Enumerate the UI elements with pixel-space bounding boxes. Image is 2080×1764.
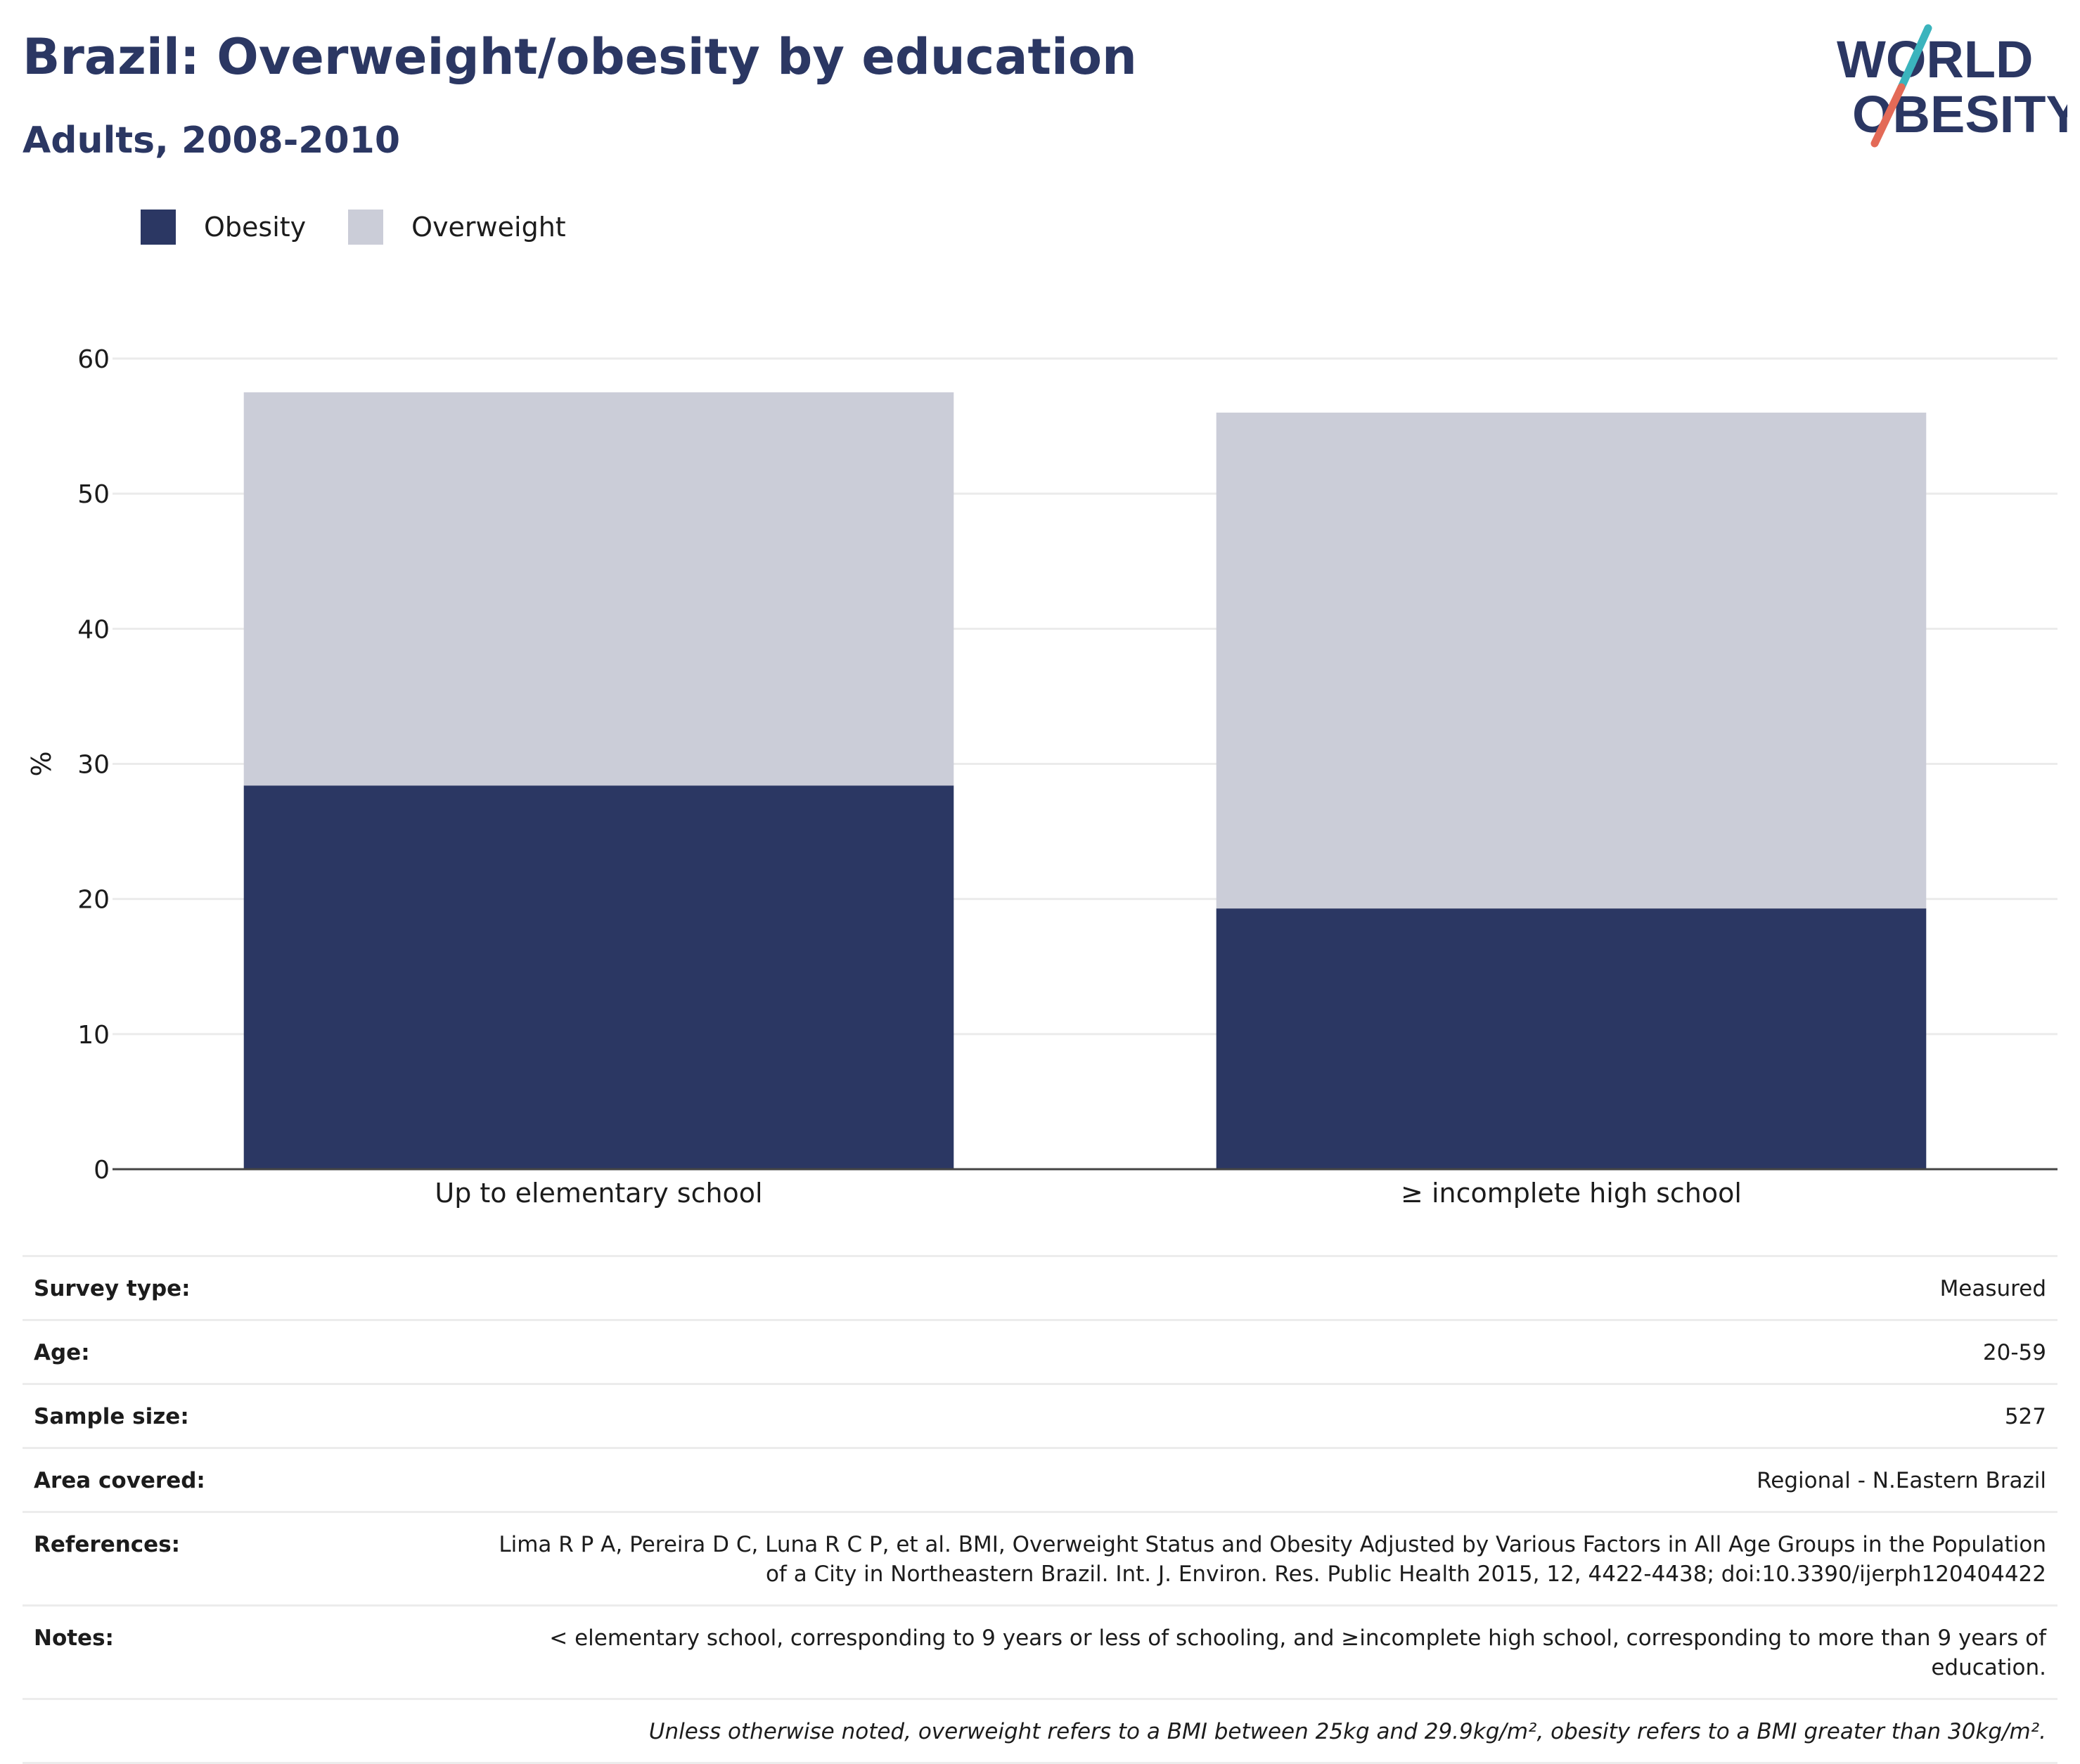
chart-title: Brazil: Overweight/obesity by education <box>23 28 1137 86</box>
world-obesity-logo: WORLD OBESITY <box>1837 24 2067 148</box>
logo-slash-coral <box>1870 83 1906 148</box>
detail-row: Sample size: 527 <box>23 1383 2057 1448</box>
logo-word-world: WORLD <box>1837 30 2034 89</box>
detail-label: References: <box>23 1511 467 1606</box>
detail-value: Regional - N.Eastern Brazil <box>467 1447 2057 1512</box>
detail-label: Notes: <box>23 1604 467 1699</box>
x-tick-label: ≥ incomplete high school <box>1401 1178 1742 1209</box>
survey-details-table: Survey type: Measured Age: 20-59 Sample size… <box>23 1255 2057 1764</box>
y-axis-title: % <box>26 751 57 776</box>
y-tick-label: 0 <box>94 1156 110 1185</box>
y-tick-label: 10 <box>77 1021 110 1050</box>
bar-obesity <box>1216 908 1927 1169</box>
legend-label-overweight: Overweight <box>411 212 566 243</box>
legend-item-obesity[interactable]: Obesity <box>141 210 306 245</box>
bar-obesity <box>243 785 954 1169</box>
detail-label: Area covered: <box>23 1447 467 1512</box>
y-tick-label: 30 <box>77 751 110 780</box>
legend-item-overweight[interactable]: Overweight <box>348 210 566 245</box>
detail-row: References: Lima R P A, Pereira D C, Luna… <box>23 1511 2057 1606</box>
y-tick-label: 40 <box>77 615 110 644</box>
detail-row: Area covered: Regional - N.Eastern Brazil <box>23 1447 2057 1512</box>
y-tick-label: 60 <box>77 345 110 374</box>
legend-swatch-overweight <box>348 210 384 245</box>
chart-subtitle: Adults, 2008-2010 <box>23 120 401 162</box>
detail-label: Sample size: <box>23 1383 467 1448</box>
logo-slash-teal <box>1897 24 1932 91</box>
detail-row: Notes: < elementary school, corresponding… <box>23 1604 2057 1699</box>
stacked-bar-chart: 0 10 20 30 40 50 60% Up to elementary school ≥ i… <box>26 345 2057 1209</box>
y-tick-label: 50 <box>77 480 110 509</box>
bar-overweight <box>243 392 954 786</box>
detail-value: Measured <box>467 1255 2057 1320</box>
y-tick-label: 20 <box>77 886 110 915</box>
x-tick-label: Up to elementary school <box>435 1178 762 1209</box>
detail-value: 20-59 <box>467 1319 2057 1384</box>
detail-row: Age: 20-59 <box>23 1319 2057 1384</box>
bar-overweight <box>1216 412 1927 909</box>
detail-value: Lima R P A, Pereira D C, Luna R C P, et … <box>467 1511 2057 1606</box>
footnote-row: Unless otherwise noted, overweight refer… <box>23 1698 2057 1764</box>
legend-swatch-obesity <box>141 210 176 245</box>
detail-value: < elementary school, corresponding to 9 … <box>467 1604 2057 1699</box>
bmi-definition-footnote: Unless otherwise noted, overweight refer… <box>23 1698 2057 1764</box>
detail-label: Survey type: <box>23 1255 467 1320</box>
detail-value: 527 <box>467 1383 2057 1448</box>
detail-label: Age: <box>23 1319 467 1384</box>
chart-legend: Obesity Overweight <box>141 210 608 245</box>
detail-row: Survey type: Measured <box>23 1255 2057 1320</box>
legend-label-obesity: Obesity <box>204 212 307 243</box>
